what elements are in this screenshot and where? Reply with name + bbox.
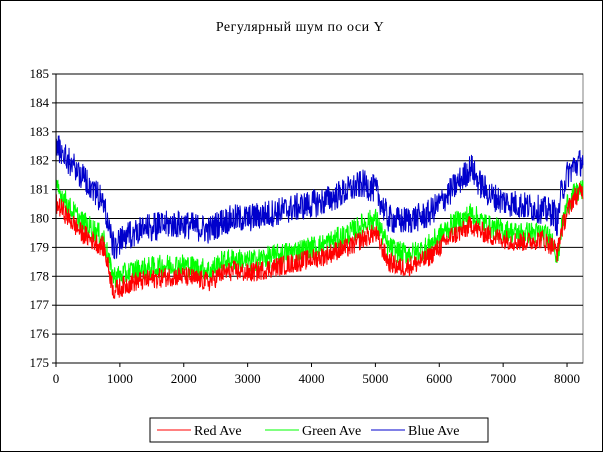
y-tick-label: 180 — [30, 211, 50, 226]
y-tick-label: 179 — [30, 239, 50, 254]
y-ticks: 175 176 177 178 179 180 181 182 183 184 185 — [30, 66, 56, 370]
legend-label: Red Ave — [194, 424, 242, 439]
gridlines — [56, 73, 583, 335]
x-tick-label: 6000 — [426, 371, 452, 386]
legend-box — [149, 417, 489, 443]
y-tick-label: 185 — [30, 66, 50, 81]
series-line-blue-ave — [55, 135, 584, 260]
x-tick-label: 4000 — [299, 371, 325, 386]
y-tick-label: 178 — [30, 268, 50, 283]
legend-label: Blue Ave — [408, 424, 459, 439]
y-tick-label: 175 — [30, 355, 50, 370]
x-tick-label: 7000 — [490, 371, 516, 386]
y-tick-label: 182 — [30, 153, 50, 168]
legend: Red Ave Green Ave Blue Ave — [149, 417, 489, 443]
x-tick-label: 5000 — [362, 371, 388, 386]
x-tick-label: 8000 — [554, 371, 580, 386]
x-tick-label: 3000 — [235, 371, 261, 386]
y-tick-label: 176 — [30, 326, 50, 341]
x-tick-label: 2000 — [171, 371, 197, 386]
y-tick-label: 183 — [30, 124, 50, 139]
x-tick-label: 0 — [53, 371, 60, 386]
chart-title: Регулярный шум по оси Y — [216, 20, 384, 35]
x-ticks: 0 1000 2000 3000 4000 5000 6000 7000 8000 — [53, 363, 580, 386]
y-tick-label: 184 — [30, 95, 50, 110]
y-tick-label: 181 — [30, 182, 50, 197]
series-line-red-ave — [55, 182, 584, 299]
y-tick-label: 177 — [30, 297, 50, 312]
legend-label: Green Ave — [302, 424, 361, 439]
x-tick-label: 1000 — [107, 371, 133, 386]
series-layer — [55, 135, 584, 299]
